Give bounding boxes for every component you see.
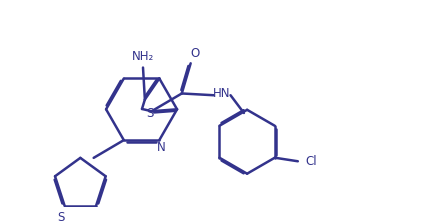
Text: S: S: [146, 107, 153, 120]
Text: O: O: [191, 48, 200, 60]
Text: N: N: [157, 141, 165, 154]
Text: HN: HN: [213, 87, 230, 100]
Text: Cl: Cl: [305, 155, 317, 168]
Text: S: S: [57, 211, 65, 222]
Text: NH₂: NH₂: [132, 50, 154, 63]
